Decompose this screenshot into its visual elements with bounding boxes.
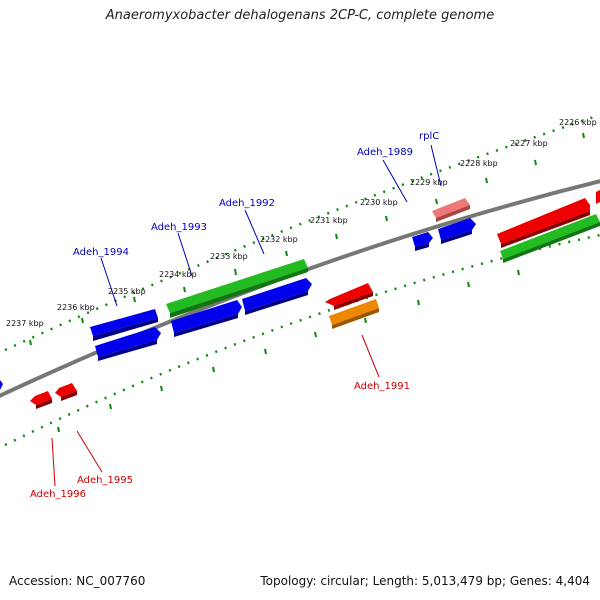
outer-ruler-ticks xyxy=(29,132,585,346)
ruler-label: 2231 kbp xyxy=(310,216,348,225)
ruler-label: 2232 kbp xyxy=(260,235,298,244)
ruler-label: 2234 kbp xyxy=(159,270,197,279)
gene-feature[interactable] xyxy=(171,300,242,337)
gene-feature[interactable] xyxy=(242,278,312,315)
accession-text: Accession: NC_007760 xyxy=(9,574,146,588)
map-title: Anaeromyxobacter dehalogenans 2CP-C, com… xyxy=(105,8,495,23)
ruler-label: 2227 kbp xyxy=(510,139,548,148)
gene-label-adeh-1989[interactable]: Adeh_1989 xyxy=(357,147,413,158)
gene-feature[interactable] xyxy=(497,198,590,248)
reverse-strand-genes xyxy=(0,283,379,409)
gene-label-adeh-1995[interactable]: Adeh_1995 xyxy=(77,475,133,486)
ruler-label: 2235 kbp xyxy=(108,287,146,296)
inner-ruler xyxy=(4,233,600,447)
gene-feature[interactable] xyxy=(95,327,161,361)
genome-summary-text: Topology: circular; Length: 5,013,479 bp… xyxy=(260,574,590,588)
gene-feature[interactable] xyxy=(55,383,77,401)
ruler-label: 2229 kbp xyxy=(410,178,448,187)
gene-feature[interactable] xyxy=(412,232,433,251)
label-leaders xyxy=(51,144,442,487)
gene-feature[interactable] xyxy=(438,218,476,244)
outer-ruler xyxy=(4,113,600,352)
ruler-label: 2237 kbp xyxy=(6,319,44,328)
gene-feature[interactable] xyxy=(30,391,52,409)
gene-feature[interactable] xyxy=(90,309,158,341)
gene-label-adeh-1994[interactable]: Adeh_1994 xyxy=(73,247,129,258)
ruler-label: 2230 kbp xyxy=(360,198,398,207)
gene-label-adeh-1996[interactable]: Adeh_1996 xyxy=(30,489,86,500)
forward-strand-genes xyxy=(90,190,600,361)
gene-label-adeh-1992[interactable]: Adeh_1992 xyxy=(219,198,275,209)
gene-label-adeh-1993[interactable]: Adeh_1993 xyxy=(151,222,207,233)
gene-feature[interactable] xyxy=(596,190,600,204)
gene-feature[interactable] xyxy=(432,198,470,222)
gene-feature[interactable] xyxy=(500,214,600,263)
gene-label-adeh-1991[interactable]: Adeh_1991 xyxy=(354,381,410,392)
gene-feature[interactable] xyxy=(0,380,3,390)
ruler-label: 2226 kbp xyxy=(559,118,597,127)
gene-feature[interactable] xyxy=(166,259,308,318)
gene-feature[interactable] xyxy=(329,299,379,329)
ruler-label: 2228 kbp xyxy=(460,159,498,168)
ruler-labels: 2226 kbp 2227 kbp 2228 kbp 2229 kbp 2230… xyxy=(6,118,597,328)
ruler-label: 2233 kbp xyxy=(210,252,248,261)
gene-feature[interactable] xyxy=(325,283,373,310)
gene-label-rplc[interactable]: rplC xyxy=(419,131,439,142)
inner-ruler-ticks xyxy=(57,269,520,433)
ruler-label: 2236 kbp xyxy=(57,303,95,312)
gene-labels: rplC Adeh_1989 Adeh_1992 Adeh_1993 Adeh_… xyxy=(30,131,439,500)
